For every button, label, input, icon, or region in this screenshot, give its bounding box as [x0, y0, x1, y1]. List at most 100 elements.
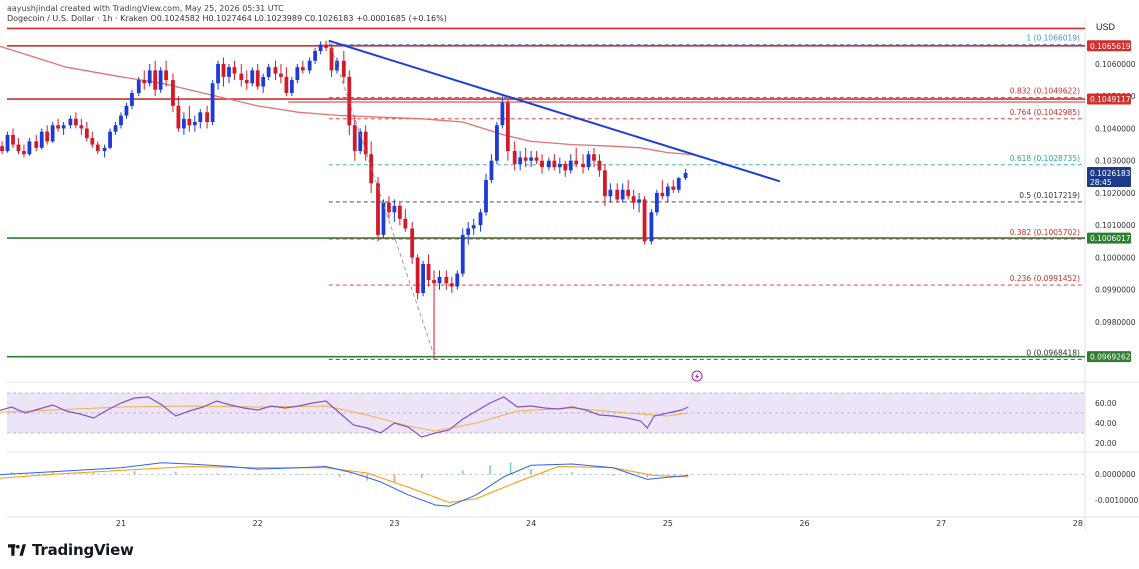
candle-body [557, 163, 562, 168]
candle-body [415, 257, 420, 293]
candle-body [255, 70, 260, 87]
candle [84, 122, 89, 142]
candle [221, 57, 226, 87]
candle [79, 118, 84, 135]
candle-body [403, 218, 408, 229]
candle-body [592, 154, 596, 161]
candle-body [261, 76, 266, 87]
candle [557, 157, 562, 174]
candle [387, 196, 391, 219]
candle [261, 73, 266, 93]
candle-body [171, 80, 175, 106]
x-tick-label: 24 [526, 519, 536, 528]
candle [683, 168, 688, 181]
replay-icon-bolt [695, 373, 699, 380]
currency-label: USD [1096, 22, 1116, 32]
candle [637, 192, 641, 213]
candle [552, 154, 557, 171]
brand-name: TradingView [32, 541, 134, 559]
candle-body [369, 154, 374, 184]
macd-histogram-bar [215, 473, 218, 475]
macd-histogram-bar [297, 473, 300, 475]
candle [227, 63, 231, 84]
candle-body [540, 160, 544, 168]
candle-body [307, 60, 312, 71]
tradingview-logo-icon [8, 544, 26, 556]
candle [381, 199, 386, 239]
candle-body [153, 70, 158, 90]
candle [392, 199, 397, 222]
candle-body [95, 144, 100, 152]
candle-body [518, 157, 523, 164]
candle-body [563, 163, 568, 171]
candle [671, 180, 676, 193]
candle-body [34, 141, 39, 148]
x-tick-label: 27 [936, 519, 946, 528]
candle-body [216, 63, 220, 84]
candle-body [478, 212, 483, 226]
x-tick-label: 22 [253, 519, 263, 528]
candle-body [329, 47, 334, 71]
candle-body [198, 112, 203, 122]
candle-body [45, 131, 50, 142]
candle-body [27, 141, 32, 155]
candle-body [546, 160, 551, 168]
candle-body [620, 189, 625, 200]
candle [289, 76, 294, 97]
candle-body [0, 146, 4, 152]
candle-body [232, 67, 237, 74]
candle-body [671, 186, 676, 190]
candle-body [387, 202, 391, 213]
candle-body [22, 151, 26, 155]
price-tag-bg [1087, 40, 1131, 52]
macd-signal-line [0, 465, 689, 504]
candle [460, 228, 465, 277]
candle [620, 183, 625, 203]
candle-body [381, 202, 386, 235]
candle [626, 180, 631, 200]
candle [324, 40, 328, 52]
candle [250, 67, 255, 87]
candle-body [552, 160, 557, 168]
candle [455, 270, 460, 290]
candle-body [608, 189, 613, 197]
macd-histogram-bar [489, 465, 491, 475]
candle-body [410, 228, 415, 258]
fib-level-label: 0.764 (0.1042985) [1010, 108, 1080, 117]
candle-body [568, 160, 573, 171]
candle [654, 189, 659, 216]
candle-body [397, 205, 402, 219]
candle-body [158, 70, 163, 90]
candle-body [279, 73, 283, 77]
candle-body [665, 186, 670, 197]
candle-body [61, 125, 66, 129]
candle [410, 222, 415, 264]
macd-histogram-bar [571, 472, 573, 475]
candle-body [5, 134, 10, 152]
candle [546, 157, 551, 171]
candle [358, 128, 363, 155]
candle [592, 147, 596, 168]
candle [676, 176, 681, 193]
x-tick-label: 28 [1073, 519, 1083, 528]
candle [649, 209, 654, 245]
candle-body [500, 102, 505, 126]
candle [171, 73, 175, 113]
candle [279, 63, 283, 84]
candle [124, 102, 129, 119]
candle-body [313, 51, 318, 61]
candle-body [352, 125, 357, 152]
candle-body [192, 122, 197, 126]
x-tick-label: 21 [116, 519, 126, 528]
replay-icon [691, 370, 703, 382]
macd-histogram-bar [256, 474, 259, 476]
candle [216, 60, 220, 90]
candle [119, 112, 123, 129]
candle [295, 63, 300, 84]
candle [318, 41, 323, 55]
candle-body [50, 125, 55, 142]
bearish-trend-line [328, 39, 781, 183]
candle-body [603, 170, 607, 197]
candle-body [574, 160, 579, 164]
